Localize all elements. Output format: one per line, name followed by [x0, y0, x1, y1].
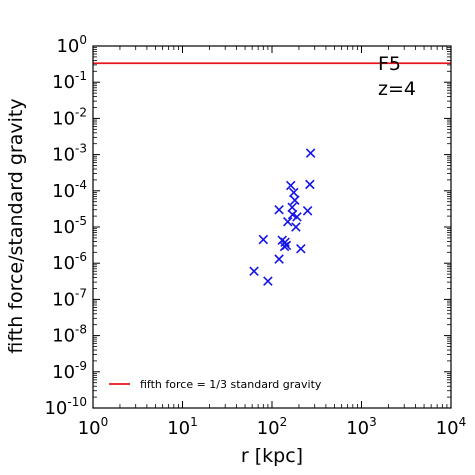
- y-tick-label: 100: [56, 33, 87, 57]
- y-tick-label: 10-1: [52, 69, 87, 93]
- y-tick-label: 10-8: [52, 323, 87, 347]
- x-tick-label: 103: [346, 415, 377, 439]
- y-axis-label: fifth force/standard gravity: [5, 98, 27, 353]
- x-tick-label: 102: [257, 415, 288, 439]
- legend: fifth force = 1/3 standard gravity: [109, 378, 322, 391]
- data-point: [288, 187, 299, 198]
- data-point: [249, 266, 259, 276]
- data-point: [258, 234, 269, 245]
- y-tick-label: 10-7: [52, 286, 87, 310]
- data-point: [263, 276, 273, 286]
- data-point: [305, 179, 315, 190]
- x-tick-label: 101: [167, 415, 198, 439]
- data-point: [302, 206, 313, 216]
- x-axis-label: r [kpc]: [241, 445, 303, 467]
- y-tick-label: 10-3: [52, 142, 87, 166]
- x-tick-label: 104: [436, 415, 467, 439]
- y-tick-label: 10-9: [52, 359, 87, 383]
- data-point: [282, 216, 293, 227]
- y-tick-label: 10-2: [52, 105, 87, 129]
- data-point: [292, 212, 302, 222]
- data-point: [274, 204, 284, 215]
- legend-label: fifth force = 1/3 standard gravity: [140, 378, 322, 391]
- data-point: [305, 148, 316, 158]
- x-tick-labels: 100 101 102 103 104: [78, 415, 467, 439]
- y-tick-label: 10-6: [52, 250, 87, 274]
- plot-frame: [92, 45, 452, 409]
- data-point: [290, 195, 300, 205]
- data-point: [287, 202, 297, 213]
- x-tick-label: 100: [78, 415, 109, 439]
- data-point: [285, 180, 296, 191]
- data-points: [249, 148, 316, 286]
- annotation-model: F5: [378, 53, 401, 75]
- y-tick-label: 10-10: [44, 395, 87, 419]
- y-tick-label: 10-4: [52, 178, 87, 202]
- data-point: [296, 244, 306, 254]
- y-tick-labels: 10-10 10-9 10-8 10-7 10-6 10-5 10-4 10-3 10-2 10-…: [44, 33, 87, 419]
- data-point: [291, 222, 301, 232]
- annotation-redshift: z=4: [378, 78, 416, 100]
- y-tick-label: 10-5: [52, 214, 87, 238]
- data-point: [274, 254, 284, 264]
- data-point: [279, 241, 290, 252]
